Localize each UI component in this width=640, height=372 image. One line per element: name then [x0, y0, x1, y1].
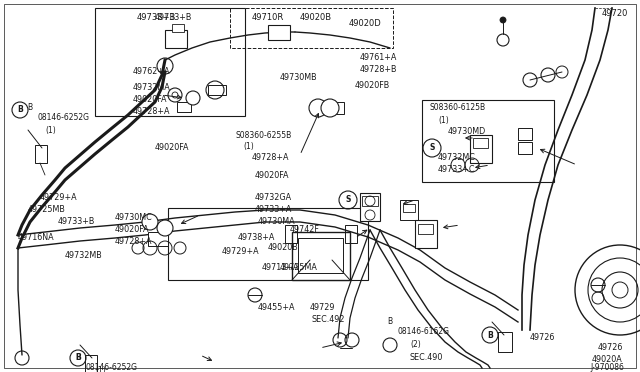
Text: B: B [387, 317, 392, 327]
Text: 49732MA: 49732MA [133, 83, 171, 93]
Text: 49728+B: 49728+B [360, 65, 397, 74]
Text: 49020B: 49020B [300, 13, 332, 22]
Text: 49732GA: 49732GA [255, 193, 292, 202]
Bar [400, 200, 418, 220]
Text: 49020B: 49020B [268, 244, 299, 253]
Text: 49713+A: 49713+A [262, 263, 300, 273]
Text: 49020FA: 49020FA [115, 225, 150, 234]
Text: 08146-6162G: 08146-6162G [398, 327, 450, 337]
Bar [165, 30, 187, 48]
Text: 49733+B: 49733+B [155, 13, 193, 22]
Bar [360, 193, 380, 221]
Text: 49725MA: 49725MA [280, 263, 318, 273]
Text: S08360-6255B: S08360-6255B [235, 131, 291, 140]
Bar [345, 225, 357, 243]
Circle shape [500, 17, 506, 23]
Text: (1): (1) [45, 125, 56, 135]
Bar [473, 138, 488, 148]
Text: 49725MB: 49725MB [28, 205, 66, 215]
Text: 49020D: 49020D [349, 19, 381, 29]
Text: S08360-6125B: S08360-6125B [430, 103, 486, 112]
Text: 49733+A: 49733+A [255, 205, 292, 215]
Bar [470, 135, 492, 163]
Text: S: S [429, 144, 435, 153]
Text: 49020A: 49020A [592, 356, 623, 365]
Text: 08146-6252G: 08146-6252G [85, 363, 137, 372]
Text: 49455+A: 49455+A [258, 304, 296, 312]
Text: 49733+B: 49733+B [137, 13, 177, 22]
Circle shape [168, 88, 182, 102]
Bar [498, 332, 512, 352]
Text: 49733+C: 49733+C [438, 166, 476, 174]
Text: (2): (2) [410, 340, 420, 350]
Text: 49742F: 49742F [290, 225, 320, 234]
Text: SEC.490: SEC.490 [410, 353, 444, 362]
Bar [518, 142, 532, 154]
Bar [418, 224, 433, 234]
Bar [168, 208, 368, 280]
Text: SEC.492: SEC.492 [312, 315, 346, 324]
Circle shape [142, 214, 158, 230]
Text: 49710R: 49710R [252, 13, 284, 22]
Text: 49730MA: 49730MA [258, 218, 296, 227]
Bar [172, 24, 184, 32]
Bar [148, 232, 168, 246]
Text: B: B [17, 106, 23, 115]
Bar [285, 225, 297, 243]
Text: J-970086: J-970086 [590, 362, 624, 372]
Text: B: B [76, 353, 81, 362]
Text: 49726: 49726 [530, 334, 556, 343]
Bar [362, 196, 378, 206]
Bar [403, 204, 415, 212]
Text: 49020FA: 49020FA [255, 170, 289, 180]
Text: S: S [346, 196, 351, 205]
Text: 49729+A: 49729+A [222, 247, 260, 257]
Bar [518, 128, 532, 140]
Text: (1): (1) [438, 115, 449, 125]
Text: B: B [487, 330, 493, 340]
Text: 49716NA: 49716NA [18, 234, 54, 243]
Circle shape [186, 91, 200, 105]
Text: 49720: 49720 [602, 10, 628, 19]
Text: 49728+A: 49728+A [115, 237, 152, 247]
Bar [415, 220, 437, 248]
Circle shape [321, 99, 339, 117]
Text: 49761+A: 49761+A [360, 54, 397, 62]
Circle shape [157, 220, 173, 236]
Text: 49738+A: 49738+A [238, 234, 275, 243]
Text: 49728+A: 49728+A [252, 154, 289, 163]
Text: 49733+B: 49733+B [58, 218, 95, 227]
Text: (1): (1) [243, 142, 253, 151]
Bar [85, 355, 97, 372]
Text: 49730MD: 49730MD [448, 128, 486, 137]
Bar [95, 8, 245, 116]
Text: 49729+A: 49729+A [40, 193, 77, 202]
Text: 49732MC: 49732MC [438, 154, 476, 163]
Text: 49020FA: 49020FA [155, 144, 189, 153]
Text: 49729: 49729 [310, 304, 335, 312]
Bar [314, 102, 344, 114]
Text: 49020FB: 49020FB [355, 80, 390, 90]
Text: 49730MC: 49730MC [115, 214, 153, 222]
Text: 49730MB: 49730MB [280, 74, 317, 83]
Text: B: B [28, 103, 33, 112]
Bar [35, 145, 47, 163]
Text: B: B [75, 353, 81, 362]
Bar [230, 8, 393, 48]
Bar [292, 232, 350, 280]
Text: 08146-6252G: 08146-6252G [37, 113, 89, 122]
Circle shape [309, 99, 327, 117]
Bar [422, 100, 554, 182]
Bar [177, 102, 191, 112]
Bar [298, 238, 343, 273]
Text: 49732MB: 49732MB [65, 250, 103, 260]
Bar [208, 85, 226, 95]
Text: 49762+A: 49762+A [133, 67, 170, 77]
Text: (1): (1) [95, 366, 106, 372]
Text: 49726: 49726 [598, 343, 623, 353]
Bar [268, 25, 290, 40]
Text: 49728+A: 49728+A [133, 108, 170, 116]
Text: 49020FA: 49020FA [133, 96, 168, 105]
